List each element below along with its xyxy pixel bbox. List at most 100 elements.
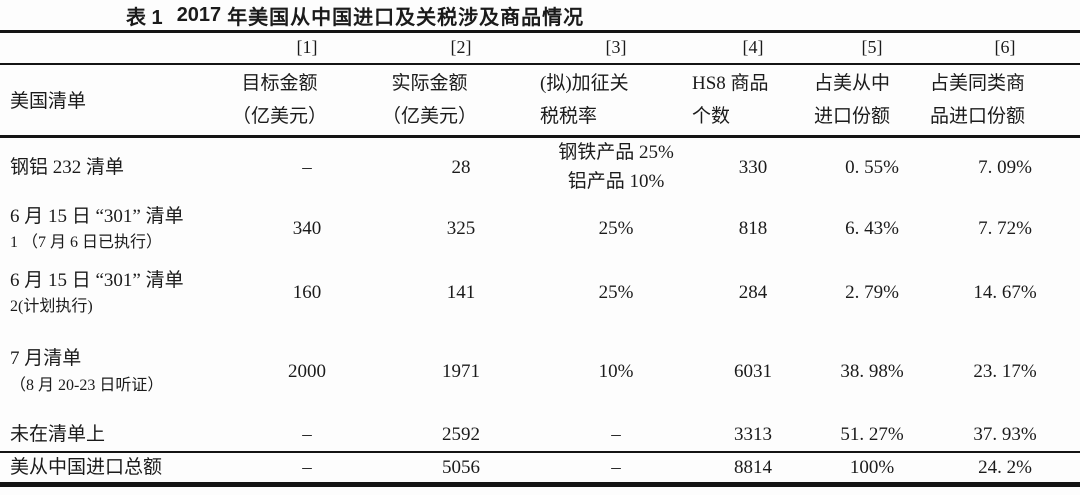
row-label-line: 1 （7 月 6 日已执行） xyxy=(10,234,163,252)
table-cell: – xyxy=(232,137,382,197)
column-header-line: 个数 xyxy=(692,105,731,127)
column-header-line: (拟)加征关 xyxy=(540,72,629,94)
column-index-label: [1] xyxy=(296,37,318,58)
table-cell-line: 24. 2% xyxy=(978,456,1032,478)
table-cell-line: 铝产品 10% xyxy=(567,171,665,193)
column-header-line: 税税率 xyxy=(540,105,598,127)
table-cell: 14. 67% xyxy=(930,261,1080,325)
row-label: 6 月 15 日 “301” 清单 1 （7 月 6 日已执行） xyxy=(0,197,232,261)
table-cell-line: – xyxy=(302,156,312,178)
table-cell-line: – xyxy=(611,456,621,478)
column-header-line: 目标金额 xyxy=(241,72,318,94)
row-label: 6 月 15 日 “301” 清单 2(计划执行) xyxy=(0,261,232,325)
table-cell: 1971 xyxy=(382,325,540,418)
table-cell-line: 330 xyxy=(738,156,768,178)
table-cell: 340 xyxy=(232,197,382,261)
table-title-text: 年美国从中国进口及关税涉及商品情况 xyxy=(227,6,585,29)
table-cell-line: 28 xyxy=(451,156,471,178)
table-row: 6 月 15 日 “301” 清单 1 （7 月 6 日已执行） 340 325 25%… xyxy=(0,197,1080,261)
column-index: [5] xyxy=(814,32,930,64)
table-cell: – xyxy=(232,452,382,485)
table-cell-line: 325 xyxy=(446,218,476,240)
column-index-label: [2] xyxy=(450,37,472,58)
table-cell-line: 23. 17% xyxy=(973,360,1037,382)
table-cell: 330 xyxy=(692,137,814,197)
table-cell-line: 340 xyxy=(292,218,322,240)
table-cell-line: 51. 27% xyxy=(840,423,904,445)
column-header-lines: HS8 商品 个数 xyxy=(692,67,769,134)
table-cell-line: 25% xyxy=(598,218,634,240)
column-header-lines: 目标金额 （亿美元） xyxy=(232,67,327,134)
column-header-line: （亿美元） xyxy=(232,105,328,127)
table-cell: 325 xyxy=(382,197,540,261)
column-index-label: [3] xyxy=(605,37,627,58)
row-label-line: 钢铝 232 清单 xyxy=(10,156,125,178)
column-index: [1] xyxy=(232,32,382,64)
table-cell: 141 xyxy=(382,261,540,325)
table-cell-line: 0. 55% xyxy=(845,156,899,178)
row-header-label: 美国清单 xyxy=(0,64,232,137)
column-index-spacer xyxy=(0,32,232,64)
table-cell-line: 3313 xyxy=(734,423,772,445)
table-cell-line: 2. 79% xyxy=(845,282,899,304)
table-cell-line: 8814 xyxy=(734,456,772,478)
table-cell-line: 284 xyxy=(738,282,768,304)
column-index-row: [1] [2] [3] [4] [5] [6] xyxy=(0,31,1080,64)
column-header: 目标金额 （亿美元） xyxy=(232,64,382,137)
table-cell: 25% xyxy=(540,197,692,261)
column-header-line: 品进口份额 xyxy=(930,105,1026,127)
table-cell-line: – xyxy=(302,456,312,478)
column-header-lines: 占美同类商 品进口份额 xyxy=(930,67,1025,134)
table-cell-line: 25% xyxy=(598,282,634,304)
table-cell: 7. 09% xyxy=(930,137,1080,197)
table-row: 6 月 15 日 “301” 清单 2(计划执行) 160 141 25% 284 2. 7… xyxy=(0,261,1080,325)
table-cell: – xyxy=(540,452,692,485)
table-cell-line: 2592 xyxy=(442,423,480,445)
column-header-line: 实际金额 xyxy=(391,72,468,94)
row-label-line: 7 月清单 xyxy=(10,348,82,370)
table-cell: 6. 43% xyxy=(814,197,930,261)
table-cell-line: 14. 67% xyxy=(973,282,1037,304)
header-row: 美国清单 目标金额 （亿美元） 实际金额 （亿美元） (拟)加征关 税税率 HS8 商品 个数占… xyxy=(0,64,1080,137)
table-cell: 28 xyxy=(382,137,540,197)
table-cell-line: 37. 93% xyxy=(973,423,1037,445)
row-label-line: 未在清单上 xyxy=(10,423,106,445)
row-label-line: 6 月 15 日 “301” 清单 xyxy=(10,269,184,291)
table-cell: 23. 17% xyxy=(930,325,1080,418)
column-index: [4] xyxy=(692,32,814,64)
column-index-label: [4] xyxy=(742,37,764,58)
column-header-line: 进口份额 xyxy=(814,105,891,127)
table-cell: 818 xyxy=(692,197,814,261)
table-cell-line: – xyxy=(302,423,312,445)
column-index: [3] xyxy=(540,32,692,64)
table-cell-line: 6031 xyxy=(734,360,772,382)
column-header: (拟)加征关 税税率 xyxy=(540,64,692,137)
table-cell: 6031 xyxy=(692,325,814,418)
row-label: 7 月清单 （8 月 20-23 日听证） xyxy=(0,325,232,418)
table-title: 表 1 2017 年美国从中国进口及关税涉及商品情况 xyxy=(0,0,1080,30)
row-header-label-text: 美国清单 xyxy=(10,91,87,113)
row-label: 钢铝 232 清单 xyxy=(0,137,232,197)
table-cell: 2. 79% xyxy=(814,261,930,325)
table-cell-line: 1971 xyxy=(442,360,480,382)
column-header-line: HS8 商品 xyxy=(692,72,769,94)
column-header: 实际金额 （亿美元） xyxy=(382,64,540,137)
table-cell: 160 xyxy=(232,261,382,325)
table-row: 美从中国进口总额 – 5056 – 8814 100% 24. 2% xyxy=(0,452,1080,485)
table-cell: 51. 27% xyxy=(814,418,930,452)
table-cell: 5056 xyxy=(382,452,540,485)
table-cell: 100% xyxy=(814,452,930,485)
column-header: 占美从中 进口份额 xyxy=(814,64,930,137)
row-label: 未在清单上 xyxy=(0,418,232,452)
column-header-lines: 占美从中 进口份额 xyxy=(814,67,890,134)
column-header-lines: (拟)加征关 税税率 xyxy=(540,67,629,134)
table-cell-line: 2000 xyxy=(288,360,326,382)
table-row: 未在清单上 – 2592 – 3313 51. 27% 37. 93% xyxy=(0,418,1080,452)
table-cell: – xyxy=(540,418,692,452)
table-cell: 38. 98% xyxy=(814,325,930,418)
column-header: 占美同类商 品进口份额 xyxy=(930,64,1080,137)
table-cell: 10% xyxy=(540,325,692,418)
column-index: [6] xyxy=(930,32,1080,64)
table-cell: 3313 xyxy=(692,418,814,452)
column-header-line: 占美从中 xyxy=(814,72,891,94)
